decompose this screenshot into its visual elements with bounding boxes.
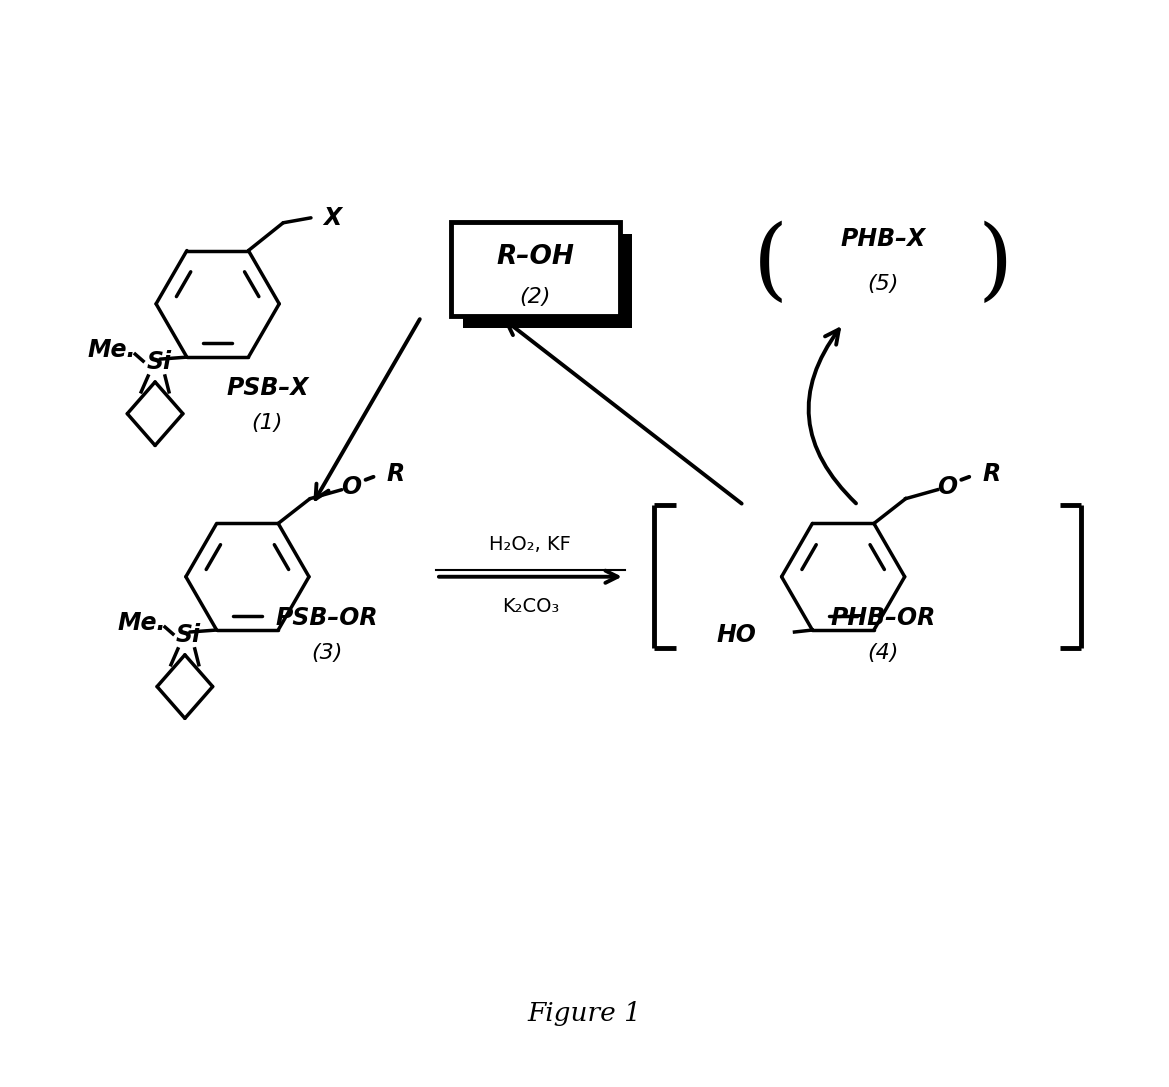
Text: H₂O₂, KF: H₂O₂, KF: [490, 536, 572, 554]
Text: ): ): [977, 221, 1012, 308]
Text: X: X: [323, 205, 341, 229]
Text: (1): (1): [251, 413, 283, 433]
Text: R: R: [982, 462, 1001, 486]
Text: (3): (3): [311, 644, 343, 663]
Text: R–OH: R–OH: [497, 245, 574, 271]
Text: Si: Si: [146, 350, 172, 374]
Bar: [463, 234, 631, 328]
Text: O: O: [341, 475, 361, 499]
Text: (5): (5): [867, 274, 899, 293]
Text: K₂CO₃: K₂CO₃: [502, 597, 559, 616]
Text: Me.: Me.: [117, 611, 166, 635]
Text: PSB–OR: PSB–OR: [276, 607, 378, 630]
Text: PSB–X: PSB–X: [226, 376, 309, 400]
Text: Me.: Me.: [88, 338, 136, 362]
Text: (: (: [753, 221, 788, 308]
Text: Si: Si: [175, 623, 201, 647]
Text: PHB–OR: PHB–OR: [830, 607, 935, 630]
Text: HO: HO: [717, 623, 756, 647]
Text: Figure 1: Figure 1: [527, 1001, 641, 1026]
Text: R: R: [387, 462, 404, 486]
Text: (2): (2): [520, 287, 551, 307]
Text: O: O: [938, 475, 957, 499]
Text: PHB–X: PHB–X: [841, 227, 926, 251]
Bar: [451, 222, 620, 316]
Text: (4): (4): [867, 644, 899, 663]
